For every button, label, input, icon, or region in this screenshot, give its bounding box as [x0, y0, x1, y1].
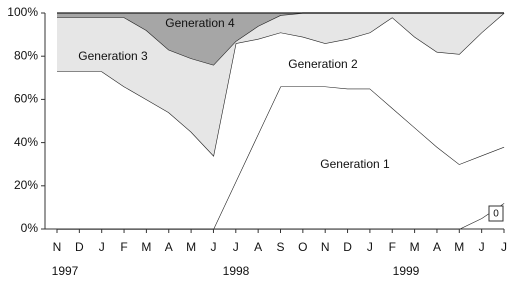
x-tick-label: J [233, 240, 239, 254]
year-label: 1999 [393, 264, 420, 278]
series-label: Generation 3 [78, 49, 148, 63]
series-label: Generation 1 [320, 157, 390, 171]
x-tick-label: J [501, 240, 507, 254]
x-tick-label: J [210, 240, 216, 254]
x-tick-label: M [141, 240, 151, 254]
y-tick-label: 80% [14, 48, 38, 62]
area [57, 13, 504, 229]
series-label: Generation 2 [288, 57, 358, 71]
x-tick-label: F [120, 240, 127, 254]
x-tick-label: J [99, 240, 105, 254]
label-box [488, 205, 504, 222]
x-tick-label: S [276, 240, 284, 254]
y-tick-label: 40% [14, 135, 38, 149]
year-label: 1998 [223, 264, 250, 278]
y-tick-label: 0% [21, 221, 39, 235]
x-tick-label: N [321, 240, 330, 254]
area [57, 13, 504, 156]
x-tick-label: J [367, 240, 373, 254]
series-label: Generation 4 [165, 16, 235, 30]
x-tick-label: M [186, 240, 196, 254]
area [57, 13, 504, 65]
x-tick-label: F [389, 240, 396, 254]
area [57, 86, 504, 229]
x-tick-label: D [75, 240, 84, 254]
x-tick-label: O [298, 240, 307, 254]
x-tick-label: D [343, 240, 352, 254]
x-tick-label: N [53, 240, 62, 254]
series-label: 0 [493, 209, 499, 220]
y-tick-label: 100% [7, 5, 38, 19]
year-label: 1997 [52, 264, 79, 278]
x-tick-label: J [479, 240, 485, 254]
y-tick-label: 20% [14, 178, 38, 192]
x-tick-label: A [254, 240, 262, 254]
y-tick-label: 60% [14, 92, 38, 106]
x-tick-label: A [165, 240, 173, 254]
x-tick-label: M [410, 240, 420, 254]
x-tick-label: A [433, 240, 441, 254]
x-tick-label: M [454, 240, 464, 254]
